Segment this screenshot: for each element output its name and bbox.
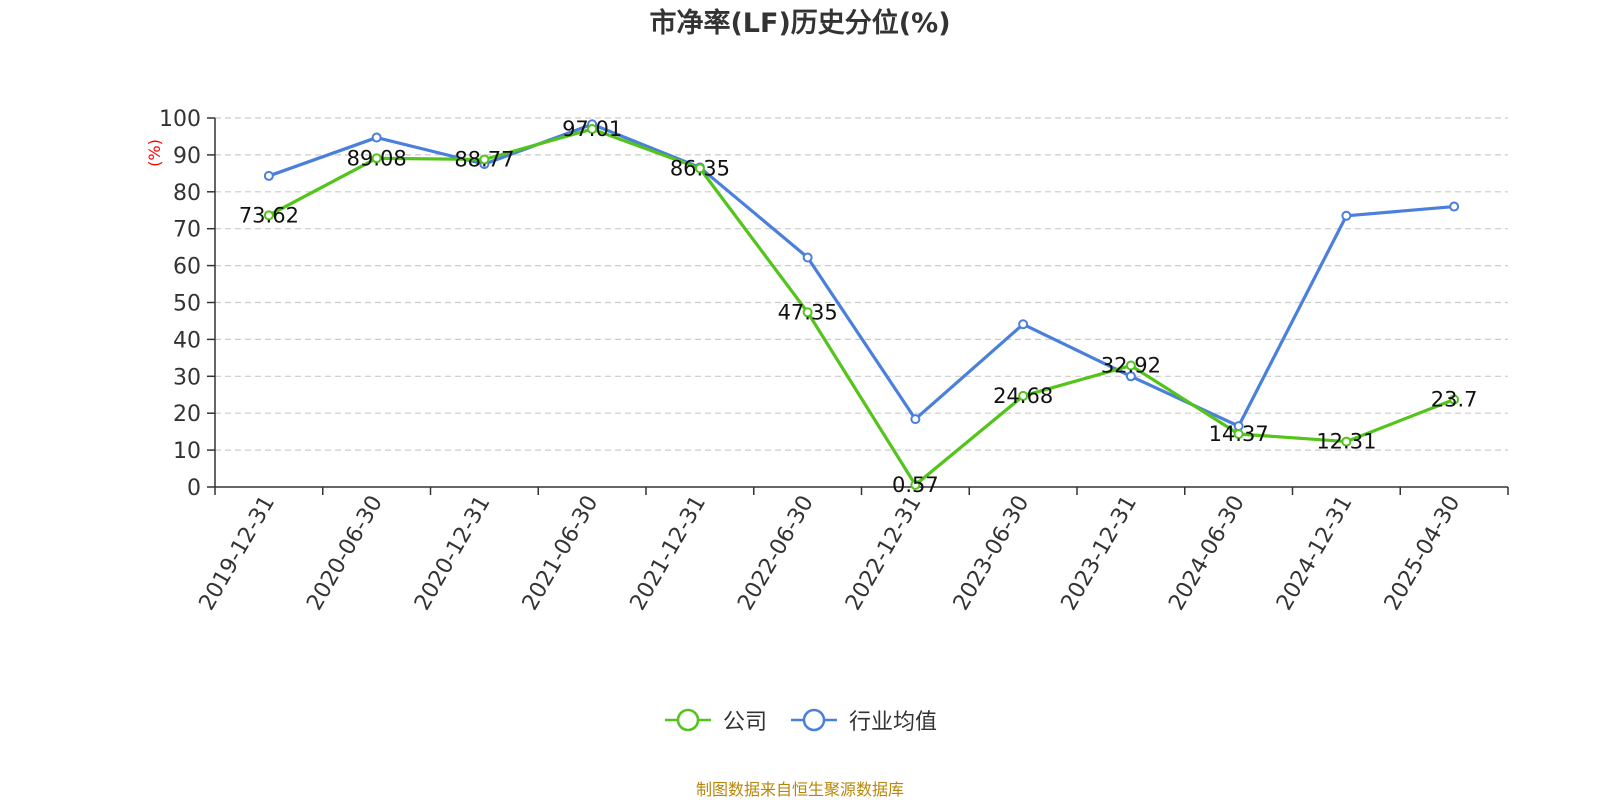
y-tick-label: 70: [173, 218, 201, 243]
legend-item-industry-avg[interactable]: 行业均值: [789, 704, 937, 736]
y-tick-label: 40: [173, 328, 201, 353]
data-point[interactable]: [371, 153, 382, 164]
data-label: 47.35: [778, 300, 838, 324]
data-point[interactable]: [371, 132, 382, 143]
legend-label: 公司: [722, 710, 767, 735]
data-point[interactable]: [479, 154, 490, 165]
x-tick-label: 2025-04-30: [1380, 492, 1466, 615]
x-tick-label: 2023-06-30: [949, 492, 1035, 615]
x-tick-label: 2021-12-31: [625, 492, 711, 615]
data-point[interactable]: [910, 414, 921, 425]
data-point[interactable]: [1449, 201, 1460, 212]
y-tick-label: 0: [187, 476, 201, 501]
data-label: 0.57: [892, 473, 939, 497]
y-tick-label: 80: [173, 181, 201, 206]
legend-swatch-icon: [791, 708, 837, 732]
line-chart: 0 10 20 30 40 50 60 70 80 90 100 (%) 2019-12-31 2020-…: [145, 107, 1509, 615]
y-tick-label: 20: [173, 402, 201, 427]
data-label: 12.31: [1316, 430, 1376, 454]
x-tick-label: 2023-12-31: [1056, 492, 1142, 615]
series-line-company: [268, 127, 1455, 487]
series-line-industry-avg: [268, 122, 1455, 428]
data-label: 23.7: [1431, 388, 1478, 412]
data-label: 97.01: [562, 117, 622, 141]
x-tick-label: 2019-12-31: [194, 492, 280, 615]
y-tick-label: 50: [173, 292, 201, 317]
data-label: 14.37: [1209, 422, 1269, 446]
data-point[interactable]: [802, 307, 813, 318]
data-label: 32.92: [1101, 354, 1161, 378]
data-point[interactable]: [1341, 436, 1352, 447]
x-tick-label: 2021-06-30: [518, 492, 604, 615]
data-label: 88.77: [454, 147, 514, 171]
data-label: 89.08: [347, 146, 407, 170]
axes: 0 10 20 30 40 50 60 70 80 90 100 (%) 2019-12-31 2020-…: [145, 107, 1509, 615]
x-tick-label: 2020-06-30: [302, 492, 388, 615]
data-point[interactable]: [263, 210, 274, 221]
y-tick-label: 60: [173, 255, 201, 280]
data-point[interactable]: [1233, 428, 1244, 439]
data-labels: 73.62 89.08 88.77 97.01 86.35 47.35 0.57 24.68 3…: [239, 117, 1478, 497]
data-point[interactable]: [587, 124, 598, 135]
legend: 公司 行业均值: [0, 704, 1600, 736]
data-point[interactable]: [1018, 390, 1029, 401]
y-tick-label: 10: [173, 439, 201, 464]
grid-lines: [215, 117, 1508, 451]
data-point[interactable]: [1125, 360, 1136, 371]
x-tick-label: 2022-12-31: [841, 492, 927, 615]
x-tick-label: 2024-12-31: [1272, 492, 1358, 615]
series-lines: [263, 119, 1460, 490]
source-note: 制图数据来自恒生聚源数据库: [695, 780, 904, 799]
y-tick-label: 100: [159, 107, 201, 132]
chart-title: 市净率(LF)历史分位(%): [649, 8, 951, 39]
legend-item-company[interactable]: 公司: [663, 704, 767, 736]
x-tick-label: 2024-06-30: [1164, 492, 1250, 615]
data-point[interactable]: [910, 479, 921, 490]
data-point[interactable]: [1125, 371, 1136, 382]
y-axis-label: (%): [145, 139, 164, 167]
data-point[interactable]: [694, 163, 705, 174]
data-label: 86.35: [670, 156, 730, 180]
data-point[interactable]: [1449, 394, 1460, 405]
legend-label: 行业均值: [849, 710, 938, 735]
x-tick-label: 2022-06-30: [733, 492, 819, 615]
y-tick-label: 90: [173, 144, 201, 169]
legend-swatch-icon: [664, 708, 711, 732]
x-tick-label: 2020-12-31: [410, 492, 496, 615]
data-point[interactable]: [1341, 210, 1352, 221]
y-tick-label: 30: [173, 365, 201, 390]
data-label: 24.68: [993, 384, 1053, 408]
data-point[interactable]: [802, 252, 813, 263]
data-label: 73.62: [239, 203, 299, 227]
data-point[interactable]: [263, 170, 274, 181]
data-point[interactable]: [1018, 319, 1029, 330]
